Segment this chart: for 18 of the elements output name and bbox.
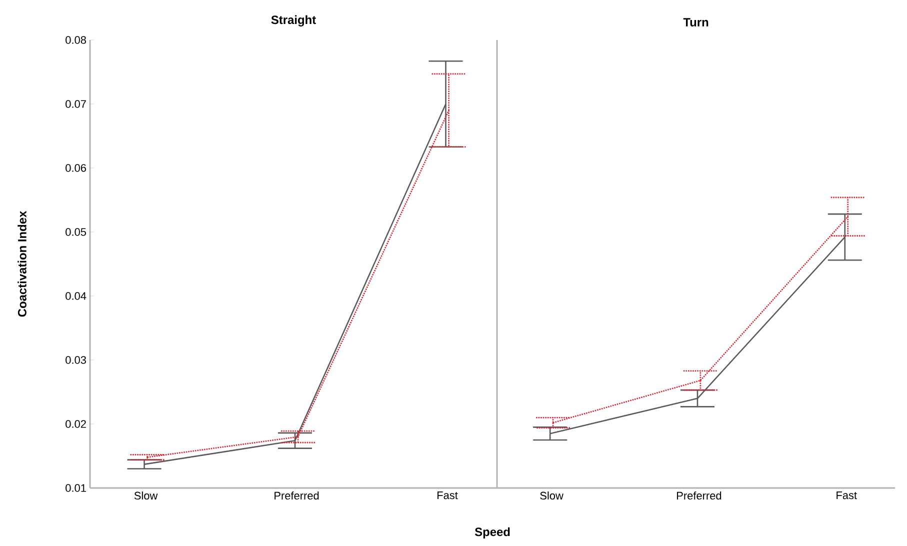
chart-title: Turn [683, 18, 708, 26]
y-tick-label: 0.05 [66, 228, 86, 236]
chart-title: Straight [271, 15, 316, 26]
y-tick-label: 0.08 [66, 36, 86, 44]
x-tick-label: Preferred [274, 492, 319, 500]
x-tick-label: Slow [540, 492, 564, 500]
x-tick-label: Fast [836, 492, 857, 500]
y-tick-label: 0.04 [66, 292, 86, 300]
x-tick-label: Slow [134, 492, 158, 500]
x-axis-title: Speed [474, 527, 510, 538]
y-axis-title: Coactivation Index [18, 210, 26, 317]
y-tick-label: 0.06 [66, 164, 86, 172]
y-tick-label: 0.07 [66, 100, 86, 108]
y-tick-label: 0.02 [66, 420, 86, 428]
y-tick-label: 0.03 [66, 356, 86, 364]
x-tick-label: Preferred [677, 492, 722, 500]
y-tick-label: 0.01 [66, 484, 86, 492]
x-tick-label: Fast [438, 492, 458, 500]
